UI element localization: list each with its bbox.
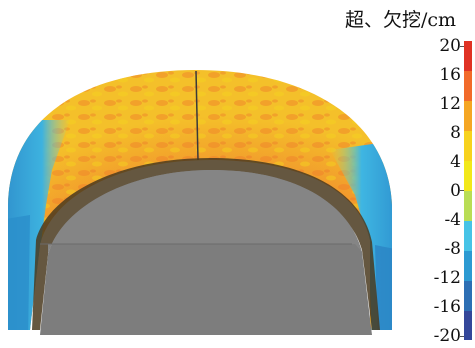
face-upper-section xyxy=(48,170,362,255)
legend-tick-label: 12 xyxy=(439,94,461,114)
crown-seam-line xyxy=(195,70,199,161)
legend-tick-label: 4 xyxy=(450,152,461,172)
legend-tick-label: 16 xyxy=(439,65,461,85)
legend-title: 超、欠挖/cm xyxy=(345,9,457,31)
legend-tick-mark xyxy=(460,336,464,337)
legend-tick-mark xyxy=(460,46,464,47)
legend-tick-label: 8 xyxy=(450,123,461,143)
legend-tick-label: -8 xyxy=(444,239,461,259)
colorbar xyxy=(464,41,472,340)
legend-tick-label: 0 xyxy=(450,181,461,201)
legend-tick-label: -12 xyxy=(433,268,461,288)
legend-tick-label: -20 xyxy=(433,326,461,346)
legend-tick-mark xyxy=(460,190,464,191)
legend-tick-label: 20 xyxy=(439,36,461,56)
legend-tick-label: -16 xyxy=(433,297,461,317)
legend-tick-label: -4 xyxy=(444,210,461,230)
